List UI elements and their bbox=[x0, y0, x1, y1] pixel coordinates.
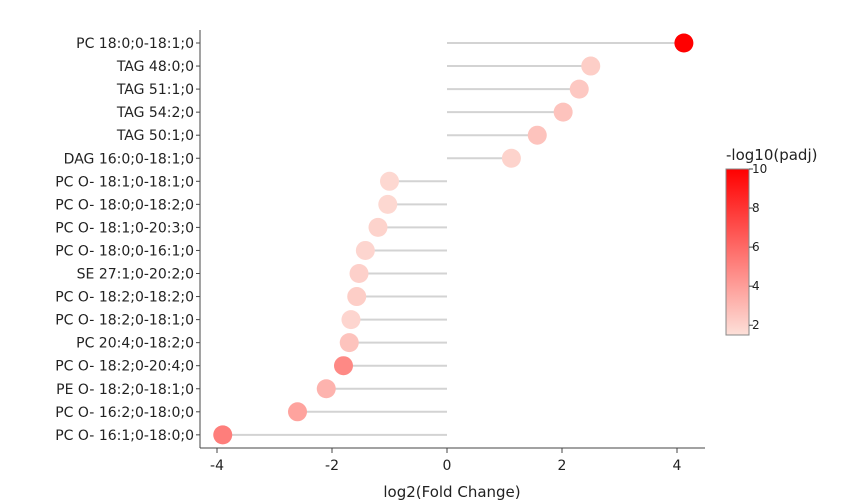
data-point bbox=[569, 79, 589, 99]
colorbar-tick-label: 10 bbox=[752, 162, 767, 176]
y-tick-label: PC O- 18:2;0-18:2;0 bbox=[55, 290, 194, 306]
x-axis-title: log2(Fold Change) bbox=[383, 483, 520, 500]
y-tick-label: PC 20:4;0-18:2;0 bbox=[76, 336, 194, 352]
colorbar-ticks: 2 4 6 8 10 bbox=[749, 162, 767, 332]
y-tick-label: TAG 51:1;0 bbox=[116, 82, 194, 98]
x-tick-label: 0 bbox=[443, 458, 452, 474]
data-point bbox=[378, 194, 398, 214]
data-point bbox=[288, 402, 307, 422]
data-point bbox=[316, 379, 336, 399]
y-tick-label: TAG 54:2;0 bbox=[116, 105, 194, 121]
y-tick-label: TAG 48:0;0 bbox=[116, 59, 194, 75]
data-point bbox=[368, 217, 388, 237]
data-points bbox=[213, 33, 694, 445]
y-tick-label: PC 18:0;0-18:1;0 bbox=[76, 36, 194, 52]
data-point bbox=[341, 310, 361, 330]
data-point bbox=[355, 240, 375, 260]
y-tick-label: PC O- 18:1;0-20:3;0 bbox=[55, 220, 194, 236]
y-tick-label: PC O- 16:2;0-18:0;0 bbox=[55, 405, 194, 421]
colorbar: -log10(padj) 2 4 6 8 10 bbox=[725, 146, 817, 336]
y-tick-label: PC O- 18:0;0-16:1;0 bbox=[55, 243, 194, 259]
data-point bbox=[501, 148, 521, 168]
colorbar-tick-label: 4 bbox=[752, 279, 760, 293]
y-tick-label: PC O- 16:1;0-18:0;0 bbox=[55, 428, 194, 444]
y-tick-label: TAG 50:1;0 bbox=[116, 128, 194, 144]
colorbar-gradient bbox=[725, 168, 750, 336]
y-tick-label: PC O- 18:0;0-18:2;0 bbox=[55, 197, 194, 213]
y-tick-label: PE O- 18:2;0-18:1;0 bbox=[56, 382, 194, 398]
colorbar-tick-label: 8 bbox=[752, 201, 760, 215]
data-point bbox=[339, 333, 359, 353]
x-tick-label: -4 bbox=[210, 458, 224, 474]
colorbar-tick-label: 2 bbox=[752, 318, 760, 332]
data-point bbox=[581, 56, 601, 76]
colorbar-title: -log10(padj) bbox=[726, 146, 817, 164]
y-tick-label: PC O- 18:2;0-20:4;0 bbox=[55, 359, 194, 375]
x-tick-label: 2 bbox=[558, 458, 567, 474]
data-point bbox=[674, 33, 694, 53]
data-point bbox=[553, 102, 573, 122]
x-tick-label: -2 bbox=[325, 458, 339, 474]
data-point bbox=[380, 171, 399, 191]
y-tick-label: DAG 16:0;0-18:1;0 bbox=[64, 151, 194, 167]
data-point bbox=[349, 264, 369, 283]
y-tick-label: SE 27:1;0-20:2;0 bbox=[77, 267, 194, 283]
data-point bbox=[334, 356, 353, 376]
y-tick-label: PC O- 18:1;0-18:1;0 bbox=[55, 174, 194, 190]
colorbar-tick-label: 6 bbox=[752, 240, 760, 254]
stem-lines bbox=[222, 42, 684, 436]
y-tick-label: PC O- 18:2;0-18:1;0 bbox=[55, 313, 194, 329]
x-tick-label: 4 bbox=[673, 458, 682, 474]
data-point bbox=[527, 125, 547, 145]
x-axis-ticks: -4 -2 0 2 4 bbox=[210, 448, 682, 474]
y-tick-labels: PC 18:0;0-18:1;0 TAG 48:0;0 TAG 51:1;0 TAG … bbox=[55, 36, 200, 444]
data-point bbox=[347, 287, 367, 307]
data-point bbox=[213, 425, 233, 445]
